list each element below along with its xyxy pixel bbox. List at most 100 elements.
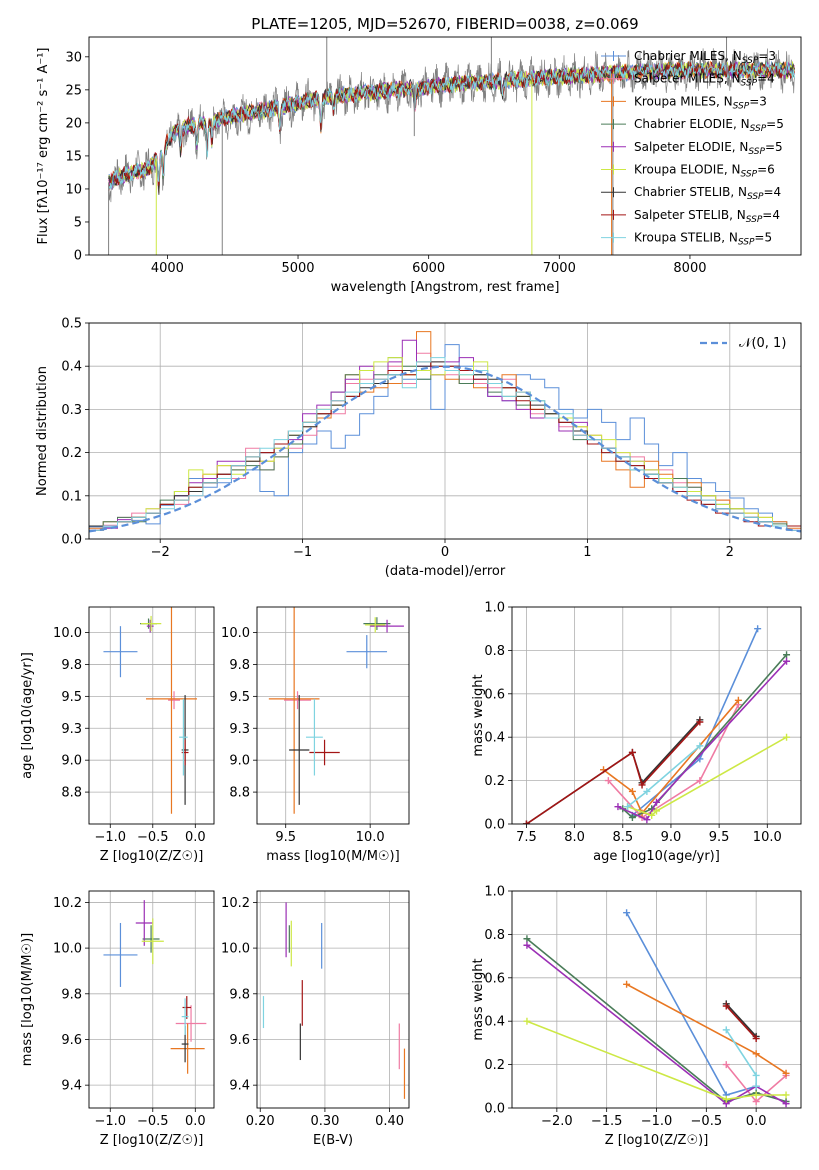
data-point-marker [623, 980, 631, 988]
panel-age-vs-Z: −1.0 −0.5 0.0 8.8 9.0 9.3 9.5 9.8 10.0 Z [log10(Z… [20, 606, 215, 864]
legend-entry: Kroupa MILES, NSSP=3 [634, 94, 767, 111]
y-tick-label: 9.6 [229, 1033, 250, 1048]
axes-frame [88, 606, 215, 825]
y-tick-label: 5 [74, 215, 82, 230]
x-tick-label: 6000 [412, 261, 445, 276]
data-point-marker [722, 1002, 730, 1010]
chart-title: PLATE=1205, MJD=52670, FIBERID=0038, z=0… [251, 15, 638, 33]
legend: 𝒩(0, 1) [700, 336, 786, 351]
data-point-marker [522, 820, 530, 824]
y-tick-label: 0.4 [61, 360, 82, 375]
y-tick-label: 0 [74, 249, 82, 264]
series-line-kroupa-elodie [526, 1020, 787, 1101]
legend-entry: Salpeter STELIB, NSSP=4 [634, 208, 780, 225]
x-tick-label: −1.0 [94, 1114, 126, 1129]
y-tick-label: 9.6 [61, 1033, 82, 1048]
legend-entry: Salpeter MILES, NSSP=4 [634, 72, 775, 89]
axes-frame [511, 606, 802, 825]
x-tick-label: 0.0 [185, 830, 206, 845]
y-tick-label: 10.0 [221, 626, 250, 641]
y-tick-label: 10.0 [221, 942, 250, 957]
axes-frame [88, 322, 802, 540]
y-tick-label: 9.4 [229, 1079, 250, 1094]
data-point-marker [523, 1017, 531, 1025]
y-tick-label: 30 [65, 50, 82, 65]
y-tick-label: 0.0 [484, 818, 505, 833]
panel-residuals: −2 −1 0 1 2 0.0 0.1 0.2 0.3 0.4 0.5 (data-model)/er… [35, 317, 802, 579]
axes-frame [256, 890, 410, 1109]
series-line-salpeter-stelib [526, 721, 701, 824]
plot-area [103, 607, 197, 814]
x-axis-label: Z [log10(Z/Z☉)] [605, 1133, 709, 1148]
panel-mass-vs-ebv: 0.20 0.30 0.40 9.4 9.6 9.8 10.0 10.2 E(B-V) [221, 890, 410, 1148]
plot-area [103, 900, 207, 1074]
series-line-kroupa-elodie [627, 736, 787, 817]
y-axis-label: Normed distribution [35, 366, 50, 496]
y-tick-label: 9.0 [61, 754, 82, 769]
legend-entry: Chabrier MILES, NSSP=3 [634, 49, 776, 66]
panel-weight-vs-Z: −2.0 −1.5 −1.0 −0.5 0.0 0.0 0.2 0.4 0.6 0.8 1.0 Z [… [471, 885, 802, 1148]
model-spectrum-kroupa-stelib [108, 61, 795, 190]
y-tick-label: 25 [65, 83, 82, 98]
plot-area [108, 37, 795, 255]
x-tick-label: −1.5 [591, 1114, 623, 1129]
y-tick-label: 1.0 [484, 885, 505, 900]
series-line-salpeter-stelib [725, 1005, 757, 1040]
x-tick-label: −0.5 [691, 1114, 723, 1129]
y-tick-label: 10.0 [53, 942, 82, 957]
plot-area [268, 607, 404, 814]
data-point-marker [783, 651, 791, 659]
y-tick-label: 0.6 [484, 971, 505, 986]
data-point-marker [752, 1035, 760, 1043]
x-tick-label: −0.5 [137, 1114, 169, 1129]
x-tick-label: 8.5 [612, 830, 633, 845]
data-point-marker [722, 1026, 730, 1034]
x-tick-label: 10.0 [753, 830, 782, 845]
legend-entry: 𝒩(0, 1) [739, 336, 786, 351]
data-point-marker [722, 1061, 730, 1069]
y-tick-label: 0.2 [61, 446, 82, 461]
y-tick-label: 20 [65, 116, 82, 131]
y-tick-label: 9.4 [61, 1079, 82, 1094]
data-point-marker [628, 813, 636, 821]
data-point-marker [734, 696, 742, 704]
data-point-marker [523, 941, 531, 949]
y-tick-label: 15 [65, 149, 82, 164]
y-tick-label: 9.0 [229, 754, 250, 769]
legend-entry: Chabrier STELIB, NSSP=4 [634, 185, 781, 202]
data-point-marker [752, 1091, 760, 1099]
y-tick-label: 0.1 [61, 489, 82, 504]
y-tick-label: 8.8 [61, 786, 82, 801]
x-tick-label: 9.5 [709, 830, 730, 845]
y-axis-label: age [log10(age/yr)] [20, 652, 35, 779]
y-tick-label: 9.8 [229, 658, 250, 673]
x-tick-label: 0.0 [185, 1114, 206, 1129]
x-tick-label: −2.0 [541, 1114, 573, 1129]
x-tick-label: −2 [151, 545, 170, 560]
y-axis-label: mass [log10(M/M☉)] [20, 933, 35, 1066]
y-tick-label: 9.3 [61, 722, 82, 737]
x-tick-label: 10.0 [356, 830, 385, 845]
plot-area [89, 331, 801, 539]
data-point-marker [614, 803, 622, 811]
data-point-marker [643, 816, 651, 824]
plot-area [523, 909, 790, 1108]
series-line-chabrier-elodie [622, 654, 788, 819]
plot-area [262, 902, 406, 1099]
data-point-marker [754, 625, 762, 633]
data-point-marker [782, 1100, 790, 1108]
axes-frame [88, 36, 802, 256]
panel-weight-vs-age: 7.5 8.0 8.5 9.0 9.5 10.0 0.0 0.2 0.4 0.6 0.8 1.0 age… [471, 601, 802, 864]
data-point-marker [783, 657, 791, 665]
y-tick-label: 8.8 [229, 786, 250, 801]
y-tick-label: 9.5 [61, 690, 82, 705]
x-tick-label: 8.0 [564, 830, 585, 845]
y-tick-label: 0.0 [61, 533, 82, 548]
y-tick-label: 0.2 [484, 1058, 505, 1073]
x-axis-label: age [log10(age/yr)] [593, 849, 720, 864]
normal-curve [89, 365, 801, 533]
x-tick-label: 8000 [673, 261, 706, 276]
panel-spectrum: 4000 5000 6000 7000 8000 0 5 10 15 20 25 30 PLATE=12… [36, 15, 802, 295]
data-point-marker [604, 777, 612, 785]
